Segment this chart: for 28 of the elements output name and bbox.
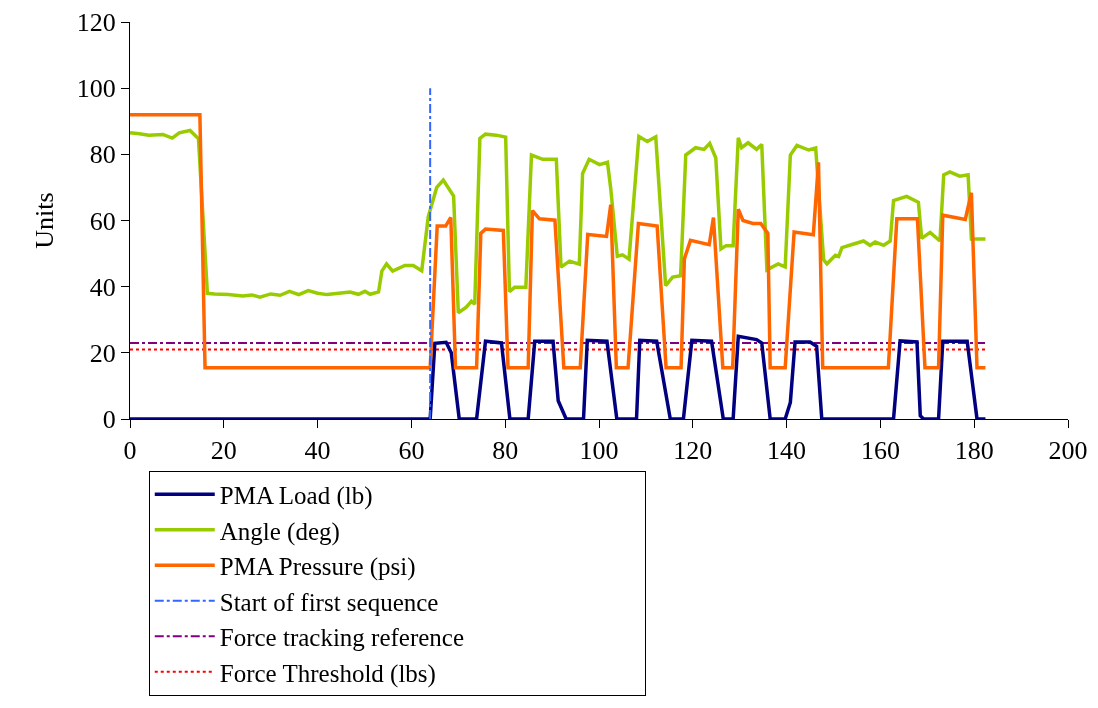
line-series [130, 112, 988, 370]
x-tick-label: 160 [860, 436, 900, 466]
x-tick-label: 60 [398, 436, 425, 466]
x-tick-label: 100 [579, 436, 619, 466]
y-tick-label: 20 [89, 338, 116, 368]
legend-label: Force Threshold (lbs) [219, 659, 436, 688]
y-tick-label: 80 [89, 140, 116, 170]
x-tick-label: 120 [673, 436, 713, 466]
y-tick-label: 100 [76, 74, 116, 104]
line-series [130, 334, 988, 419]
y-tick-label: 40 [89, 272, 116, 302]
y-tick-label: 60 [89, 206, 116, 236]
x-tick-label: 20 [210, 436, 237, 466]
y-tick-label: 120 [76, 8, 116, 38]
y-tick-label: 0 [102, 405, 116, 435]
x-tick-label: 0 [123, 436, 137, 466]
legend-label: PMA Load (lb) [219, 482, 373, 511]
legend-label: PMA Pressure (psi) [219, 553, 416, 582]
y-axis-title: Units [30, 192, 60, 249]
x-tick-label: 40 [304, 436, 331, 466]
legend-label: Start of first sequence [219, 588, 439, 616]
x-tick-label: 80 [492, 436, 519, 466]
x-tick-label: 140 [767, 436, 807, 466]
x-tick-label: 200 [1048, 436, 1088, 466]
line-series [130, 128, 988, 315]
legend-label: Force tracking reference [219, 624, 465, 652]
x-tick-label: 180 [954, 436, 994, 466]
legend-label: Angle (deg) [219, 517, 340, 546]
